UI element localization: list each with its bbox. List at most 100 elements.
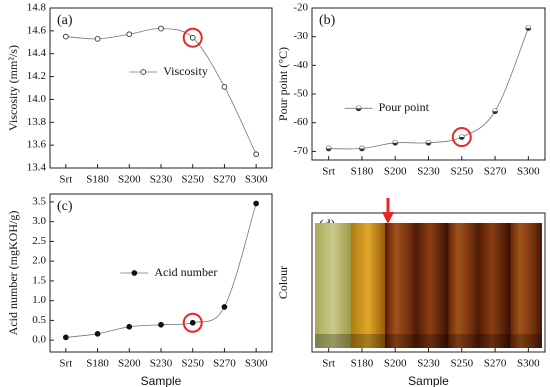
y-tick-label: 14.8 xyxy=(27,2,47,14)
highlight-circle xyxy=(182,27,203,48)
x-tick-label: S250 xyxy=(450,358,473,370)
x-tick-label: Srt xyxy=(322,358,335,370)
data-point xyxy=(126,31,133,38)
x-tick-label: S230 xyxy=(417,166,440,178)
data-point xyxy=(189,34,196,41)
y-tick-label: 13.4 xyxy=(27,162,47,174)
y-tick-label: -70 xyxy=(293,145,308,157)
vial xyxy=(351,223,385,348)
vial xyxy=(480,223,510,348)
data-point xyxy=(253,200,259,207)
y-tick-label: -50 xyxy=(293,88,308,100)
y-tick-label: 14.0 xyxy=(27,93,47,105)
axes-frame xyxy=(311,7,546,161)
marker-half xyxy=(392,140,398,143)
y-tick-label: 2.0 xyxy=(32,255,46,267)
x-tick-label: S250 xyxy=(450,166,473,178)
x-tick-label: S270 xyxy=(213,358,236,370)
series-line xyxy=(65,28,257,155)
arrow-head xyxy=(382,212,394,224)
x-tick-label: S200 xyxy=(118,174,141,186)
x-tick-label: S200 xyxy=(118,358,141,370)
x-tick-label: S180 xyxy=(351,166,374,178)
data-point xyxy=(63,33,69,40)
marker-half xyxy=(525,25,531,29)
data-point xyxy=(94,330,101,337)
y-tick-label: 1.0 xyxy=(32,294,46,306)
data-point xyxy=(221,304,228,310)
y-tick-label: 14.2 xyxy=(27,70,46,82)
x-tick-label: Srt xyxy=(322,166,335,178)
y-tick-label: 14.4 xyxy=(27,47,47,59)
legend-label: Acid number xyxy=(154,265,217,279)
x-tick-label: S230 xyxy=(417,358,440,370)
x-axis-label: Sample xyxy=(141,374,182,387)
vial xyxy=(315,223,351,348)
x-tick-label: S250 xyxy=(181,174,204,186)
panel-label: (c) xyxy=(57,199,73,214)
x-tick-label: Srt xyxy=(59,174,72,186)
shade xyxy=(315,334,542,348)
series-line xyxy=(328,27,529,150)
y-tick-label: 14.6 xyxy=(27,24,47,36)
x-tick-label: S180 xyxy=(86,358,109,370)
legend-marker xyxy=(131,270,138,276)
legend-label: Pour point xyxy=(379,100,430,114)
marker-half xyxy=(426,140,431,143)
y-tick-label: -40 xyxy=(293,59,308,71)
y-axis-label: Viscosity (mm²/s) xyxy=(6,45,20,131)
x-axis-label: Sample xyxy=(408,374,449,387)
marker-half xyxy=(492,108,498,112)
legend-marker xyxy=(140,69,147,75)
x-tick-label: S300 xyxy=(517,358,540,370)
vial xyxy=(418,223,448,348)
y-tick-label: -20 xyxy=(293,2,308,14)
x-tick-label: Srt xyxy=(59,358,72,370)
x-tick-label: S250 xyxy=(181,358,204,370)
x-tick-label: S200 xyxy=(384,358,407,370)
data-point xyxy=(158,321,164,328)
data-point xyxy=(253,151,259,158)
axes-frame xyxy=(49,7,273,169)
x-tick-label: S230 xyxy=(150,174,173,186)
panel-label: (b) xyxy=(319,13,336,28)
y-tick-label: -60 xyxy=(293,116,308,128)
x-tick-label: S300 xyxy=(245,174,268,186)
highlight-circle xyxy=(182,312,203,333)
legend-label: Viscosity xyxy=(163,64,208,78)
y-axis-label: Colour xyxy=(276,266,290,299)
y-tick-label: 0.5 xyxy=(32,314,46,326)
x-tick-label: S300 xyxy=(245,358,268,370)
x-tick-label: S270 xyxy=(484,166,507,178)
y-tick-label: 0.0 xyxy=(32,334,46,346)
data-point xyxy=(221,84,228,90)
marker-half xyxy=(356,105,361,109)
data-point xyxy=(94,36,101,42)
y-tick-label: 13.6 xyxy=(27,139,47,151)
vial xyxy=(449,223,479,348)
x-tick-label: S270 xyxy=(213,174,236,186)
x-tick-label: S230 xyxy=(150,358,173,370)
marker-half xyxy=(326,146,332,149)
y-tick-label: 13.8 xyxy=(27,116,47,128)
y-axis-label: Acid number (mgKOH/g) xyxy=(6,211,20,336)
vial xyxy=(387,223,417,348)
marker-half xyxy=(459,134,465,138)
y-axis-label: Pour point (°C) xyxy=(276,47,290,121)
x-tick-label: S200 xyxy=(384,166,407,178)
highlight-circle xyxy=(451,127,472,148)
x-tick-label: S300 xyxy=(517,166,540,178)
data-point xyxy=(63,334,69,341)
x-tick-label: S180 xyxy=(351,358,374,370)
y-tick-label: 2.5 xyxy=(32,235,46,247)
y-tick-label: 3.5 xyxy=(32,195,46,207)
y-tick-label: 3.0 xyxy=(32,215,46,227)
data-point xyxy=(126,323,133,330)
y-tick-label: 1.5 xyxy=(32,274,46,286)
data-point xyxy=(158,25,164,32)
data-point xyxy=(189,319,196,326)
marker-half xyxy=(359,146,365,149)
x-tick-label: S180 xyxy=(86,174,109,186)
